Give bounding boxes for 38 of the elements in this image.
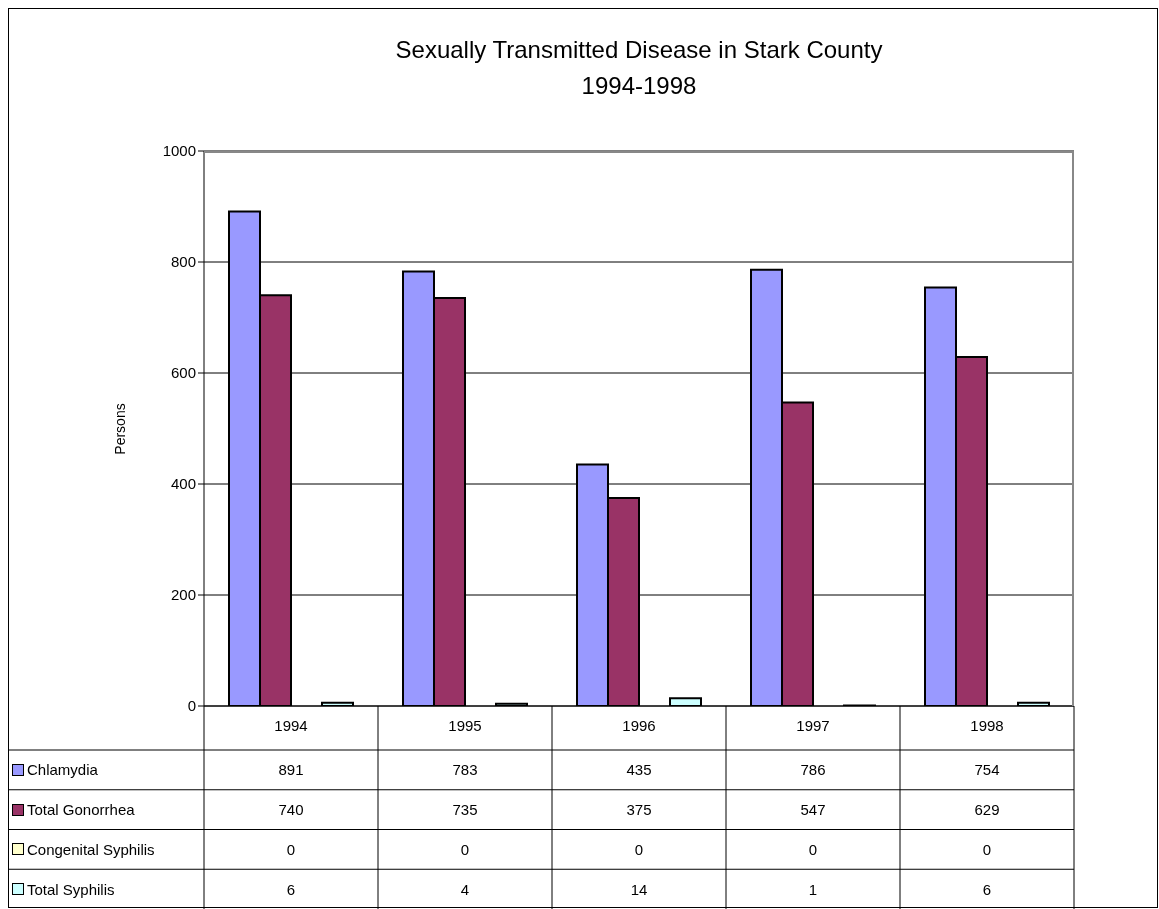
data-label: 754 xyxy=(973,760,1001,781)
data-label: 1 xyxy=(807,879,819,900)
chart-subtitle: 1994-1998 xyxy=(580,71,698,101)
chart-title: Sexually Transmitted Disease in Stark County xyxy=(394,35,884,65)
legend-label: Total Syphilis xyxy=(27,880,115,898)
x-tick-label: 1996 xyxy=(622,716,656,734)
data-label: 629 xyxy=(973,800,1001,821)
x-tick-label: 1997 xyxy=(796,716,830,734)
data-label: 547 xyxy=(799,800,827,821)
data-label: 0 xyxy=(981,839,993,860)
legend-label: Congenital Syphilis xyxy=(27,840,155,858)
data-label: 740 xyxy=(277,800,305,821)
legend-label: Total Gonorrhea xyxy=(27,801,135,819)
y-tick-label: 0 xyxy=(187,697,196,715)
data-label: 0 xyxy=(807,839,819,860)
data-label: 14 xyxy=(629,879,649,900)
y-tick-label: 600 xyxy=(170,364,196,382)
data-label: 0 xyxy=(633,839,645,860)
data-label: 435 xyxy=(625,760,653,781)
data-label: 6 xyxy=(981,879,993,900)
x-tick-label: 1994 xyxy=(274,716,308,734)
x-tick-label: 1998 xyxy=(970,716,1004,734)
y-tick-label: 200 xyxy=(170,586,196,604)
y-tick-label: 400 xyxy=(170,475,196,493)
data-label: 891 xyxy=(277,760,305,781)
data-label: 0 xyxy=(285,839,297,860)
data-label: 0 xyxy=(459,839,471,860)
y-tick-label: 1000 xyxy=(162,142,196,160)
y-tick-label: 800 xyxy=(170,253,196,271)
data-label: 786 xyxy=(799,760,827,781)
data-label: 6 xyxy=(285,879,297,900)
x-tick-label: 1995 xyxy=(448,716,482,734)
data-label: 735 xyxy=(451,800,479,821)
data-label: 4 xyxy=(459,879,471,900)
legend-label: Chlamydia xyxy=(27,761,98,779)
data-label: 783 xyxy=(451,760,479,781)
data-label: 375 xyxy=(625,800,653,821)
y-axis-title: Persons xyxy=(112,402,128,455)
